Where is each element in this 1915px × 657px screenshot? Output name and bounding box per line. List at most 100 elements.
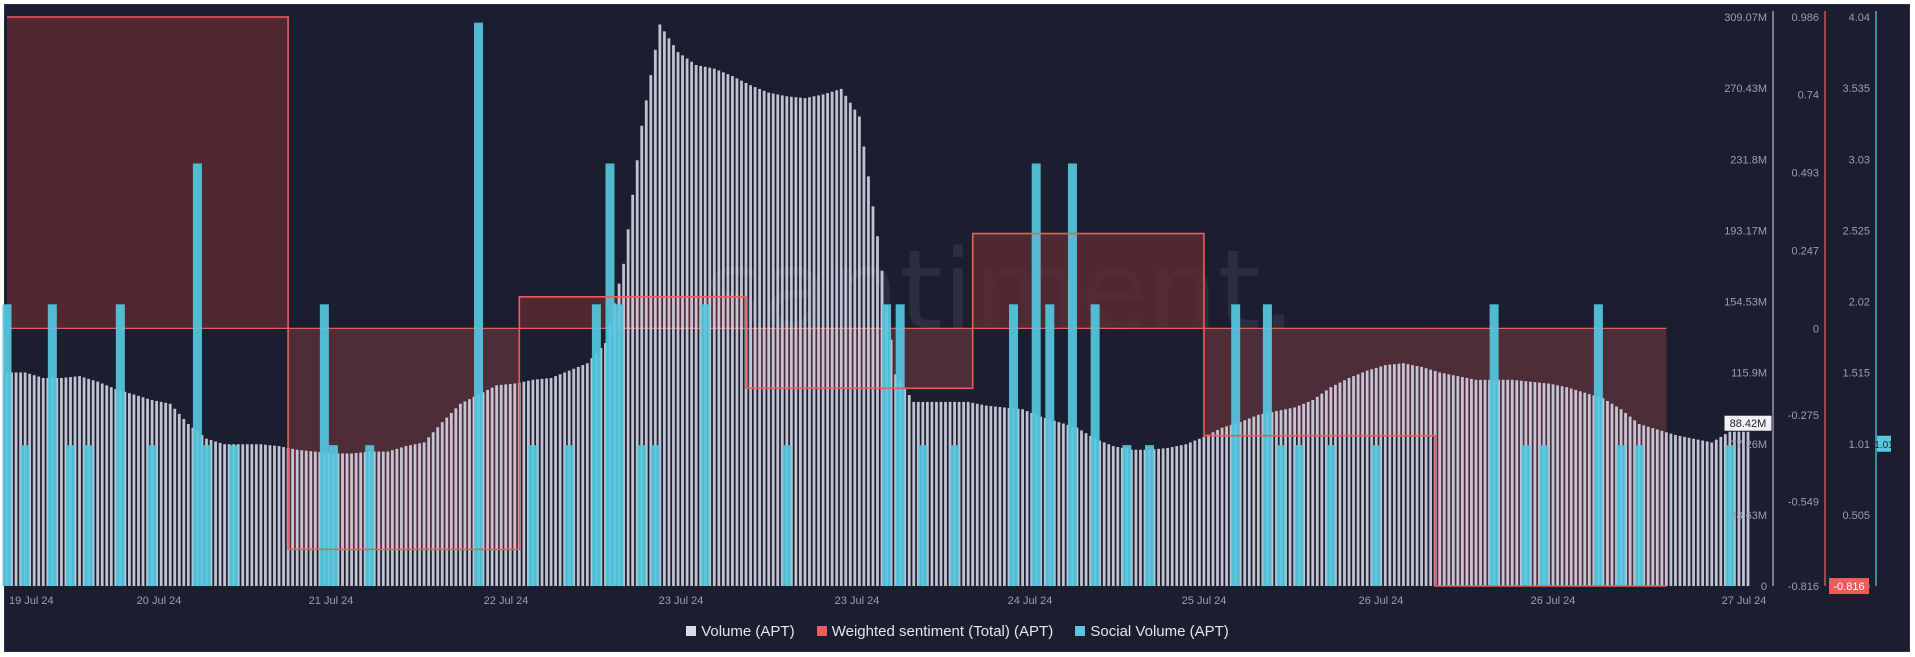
volume-bar [563,372,567,586]
volume-bar [1474,379,1478,586]
volume-bar [259,444,263,586]
legend-item-volume[interactable]: Volume (APT) [686,623,795,640]
volume-bar [1533,382,1537,586]
volume-bar [907,394,911,586]
legend-item-sentiment[interactable]: Weighted sentiment (Total) (APT) [816,623,1054,640]
volume-bar [105,385,109,586]
volume-bar [554,376,557,586]
axis-tick-volume: 115.9M [1731,368,1767,380]
volume-bar [1075,427,1079,586]
volume-bar [545,378,548,586]
social-volume-bar [192,163,202,586]
x-tick-label: 19 Jul 24 [9,595,54,607]
volume-bar [1188,442,1192,586]
volume-bar [1383,365,1387,586]
volume-bar [717,70,721,587]
volume-bar [1193,440,1197,586]
volume-bar [1615,406,1618,586]
social-volume-bar [1045,304,1055,586]
volume-bar [128,393,131,586]
volume-bar [1202,436,1206,586]
x-tick-label: 26 Jul 24 [1531,595,1576,607]
volume-bar [726,74,730,587]
volume-bar [1655,429,1659,586]
volume-bar [1402,363,1405,586]
axes[interactable]: 309.07M 270.43M 231.8M 193.17M 154.53M 115.9M… [1724,11,1877,593]
volume-bar [762,90,766,586]
axis-tick-sentiment: -0.816 [1788,581,1819,593]
volume-bar [1116,447,1120,586]
sentiment-step-line [7,16,1667,587]
social-volume-bar [895,304,905,586]
axis-tick-sentiment: 0.493 [1791,168,1819,180]
volume-bar [876,236,879,587]
volume-bar [1456,376,1460,586]
volume-bar [214,441,217,586]
volume-bar [572,368,576,586]
volume-bar [794,97,798,586]
social-volume-bar [1145,445,1155,586]
social-volume-bar [614,304,624,586]
volume-bar [1424,368,1428,586]
volume-bar [1565,387,1569,586]
social-volume-bar [229,445,239,586]
volume-bar [440,422,444,586]
volume-bar [1139,449,1142,586]
legend-swatch-volume [686,626,697,636]
volume-bar [1519,380,1523,586]
volume-bar [1470,378,1473,586]
volume-bar [821,94,825,586]
volume-bar [1211,432,1215,586]
volume-bar [1479,379,1482,586]
volume-bar [1161,448,1165,586]
axis-tick-sentiment: -0.549 [1788,497,1819,509]
social-volume-bar [1231,304,1241,586]
volume-bar [132,394,136,586]
volume-bar [984,405,988,586]
volume-bar [1415,365,1419,586]
social-volume-bar [591,304,601,586]
legend-item-social-volume[interactable]: Social Volume (APT) [1075,623,1229,640]
axis-tick-sentiment: 0.986 [1791,12,1819,24]
social-volume-bar [365,445,375,586]
volume-bar [740,80,743,586]
axis-tick-sentiment: 0.247 [1791,245,1819,257]
axis-tick-sentiment: 0 [1813,323,1819,335]
legend-label-sentiment: Weighted sentiment (Total) (APT) [831,623,1054,640]
volume-bar [1651,428,1655,586]
volume-bar [889,339,893,586]
volume-bar [1284,409,1287,586]
volume-bar [1606,400,1609,586]
volume-bar [853,109,857,586]
volume-bar [458,403,462,586]
volume-bar [672,45,675,586]
volume-bar [1488,379,1491,586]
volume-bar [1039,416,1043,586]
volume-bar [363,452,367,586]
social-volume-bar [1009,304,1019,586]
volume-bar [867,176,870,586]
volume-bar [549,377,553,586]
volume-bar [10,372,13,586]
volume-bar [1252,416,1256,586]
volume-bar [168,403,172,586]
volume-bar [1538,382,1541,586]
volume-bar [1732,429,1736,586]
volume-bar [495,385,499,586]
social-volume-bar [1067,163,1077,586]
volume-bar [1610,403,1614,586]
axis-tick-social: 1.01 [1849,439,1870,451]
volume-bar [857,116,861,586]
volume-bar [653,49,657,586]
volume-bar [767,92,771,586]
axis-tick-volume: 231.8M [1730,154,1767,166]
volume-bar [599,348,603,586]
volume-bar [41,377,45,586]
volume-bar [400,447,403,586]
volume-bar [1551,384,1555,586]
axis-tick-volume: 77.26M [1730,439,1767,451]
volume-bar [1025,411,1029,586]
volume-bar [1143,449,1147,586]
volume-bar [449,412,453,586]
volume-bar [812,96,816,586]
